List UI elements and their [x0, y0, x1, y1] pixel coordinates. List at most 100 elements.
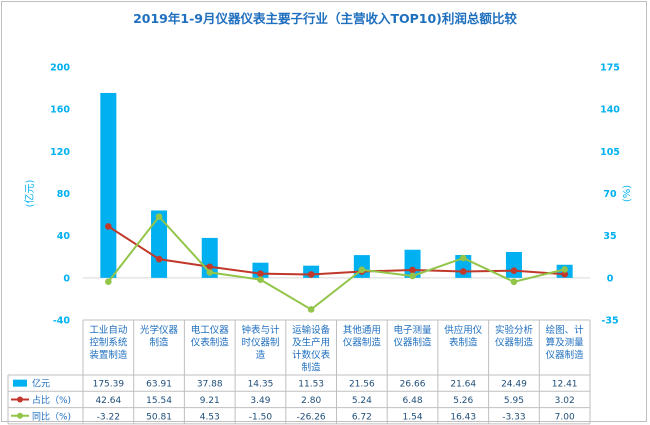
y-left-tick-label: 0 — [63, 273, 70, 284]
y-left-tick-label: 200 — [50, 63, 70, 74]
share-point-1 — [155, 255, 163, 263]
category-label: 电子测量 — [394, 324, 433, 336]
y-left-tick-label: 40 — [57, 231, 71, 242]
yoy-point-8 — [510, 278, 518, 286]
category-label: 运输设备 — [292, 324, 331, 336]
y-right-tick-label: 175 — [600, 63, 620, 74]
yoy-point-5 — [358, 266, 366, 274]
table-cell: 24.49 — [501, 380, 527, 390]
category-label: 仪器制造 — [343, 337, 382, 349]
table-cell: 9.21 — [200, 396, 220, 406]
table-cell: 4.53 — [200, 412, 220, 422]
category-label: 装置制造 — [89, 349, 128, 361]
yoy-point-9 — [561, 266, 568, 273]
table-cell: 3.02 — [555, 396, 575, 406]
y-right-axis-title: (%) — [622, 185, 633, 202]
table-cell: 1.54 — [403, 412, 423, 422]
share-point-4 — [307, 271, 315, 278]
table-cell: 5.24 — [352, 396, 372, 406]
share-point-0 — [105, 223, 112, 230]
y-left-tick-label: 120 — [50, 147, 70, 158]
table-cell: 175.39 — [93, 380, 125, 390]
table-cell: 3.49 — [250, 396, 270, 406]
table-cell: 11.53 — [298, 380, 324, 390]
share-point-7 — [459, 268, 467, 275]
line-share — [107, 225, 565, 276]
yoy-point-4 — [307, 306, 315, 313]
category-label: 钟表与计 — [241, 324, 280, 336]
category-label: 制造 — [302, 362, 322, 374]
category-label: 造 — [256, 349, 266, 361]
table-cell: 21.64 — [450, 380, 476, 390]
bar-0 — [100, 92, 117, 278]
table-cell: -3.33 — [502, 412, 525, 422]
category-label: 实验分析 — [495, 324, 534, 336]
table-cell: -3.22 — [97, 412, 120, 422]
bar-1 — [151, 210, 168, 278]
table-cell: 63.91 — [146, 380, 172, 390]
yoy-point-6 — [409, 272, 416, 280]
table-cell: 7.00 — [555, 412, 575, 422]
table-cell: 12.41 — [552, 380, 578, 390]
category-label: 及生产用 — [292, 337, 330, 349]
category-label: 制造 — [150, 337, 170, 349]
category-label: 仪器制造 — [495, 337, 534, 349]
legend-swatch-bar — [13, 379, 27, 387]
share-point-2 — [206, 263, 214, 271]
category-label: 光学仪器 — [140, 324, 179, 336]
y-right-tick-label: 0 — [607, 273, 614, 284]
table-cell: 6.48 — [403, 396, 423, 406]
legend-swatch-marker — [17, 412, 23, 419]
share-point-8 — [510, 267, 518, 274]
category-label: 工业自动 — [89, 324, 127, 336]
category-label: 电工仪器 — [191, 324, 230, 336]
y-right-tick-label: 140 — [600, 105, 620, 116]
category-label: 绘图、计 — [546, 324, 585, 336]
chart-title: 2019年1-9月仪器仪表主要子行业（主营收入TOP10)利润总额比较 — [133, 11, 517, 26]
y-right-tick-label: 105 — [600, 147, 620, 158]
table-cell: 6.72 — [352, 412, 372, 422]
share-point-6 — [409, 266, 416, 274]
table-cell: 5.95 — [504, 396, 524, 406]
table-cell: 15.54 — [146, 396, 172, 406]
table-cell: -1.50 — [249, 412, 273, 422]
table-cell: 37.88 — [197, 380, 223, 390]
category-label: 表制造 — [449, 337, 478, 349]
category-label: 算及测量 — [546, 337, 585, 349]
category-label: 供应用仪 — [444, 324, 483, 336]
y-right-tick-label: -35 — [601, 316, 618, 327]
yoy-point-0 — [105, 278, 112, 286]
table-cell: 14.35 — [248, 380, 274, 390]
legend-label: 占比（%) — [32, 394, 71, 406]
category-label: 仪器制造 — [546, 349, 585, 361]
yoy-point-3 — [257, 276, 264, 283]
line-series — [105, 213, 568, 313]
axis-ticks: 200 160 120 80 40 0 -40 175 140 105 70 35 0 -35 (亿元) (%… — [23, 63, 633, 327]
table-cell: 16.43 — [450, 412, 476, 422]
table-cell: -26.26 — [297, 412, 326, 422]
share-point-3 — [257, 270, 264, 277]
yoy-point-1 — [155, 213, 163, 220]
y-right-tick-label: 70 — [603, 189, 617, 200]
table-cell: 50.81 — [146, 412, 172, 422]
line-yoy — [107, 215, 565, 311]
y-right-tick-label: 35 — [603, 231, 616, 242]
category-label: 仪器制造 — [394, 337, 433, 349]
table-cell: 5.26 — [453, 396, 473, 406]
yoy-point-2 — [206, 269, 214, 276]
category-label: 时仪器制 — [241, 337, 279, 349]
legend-label: 亿元 — [32, 378, 50, 390]
y-left-tick-label: 160 — [50, 105, 70, 116]
table-cell: 21.56 — [349, 380, 375, 390]
category-label: 计数仪表 — [292, 349, 331, 361]
yoy-point-7 — [459, 254, 467, 262]
category-label: 控制系统 — [89, 337, 128, 349]
share-point-9 — [561, 270, 568, 278]
y-left-tick-label: 80 — [57, 189, 71, 200]
category-label: 仪表制造 — [191, 337, 230, 349]
table-cell: 26.66 — [400, 380, 426, 390]
table-cell: 2.80 — [301, 396, 321, 406]
legend-swatch-marker — [17, 396, 23, 403]
